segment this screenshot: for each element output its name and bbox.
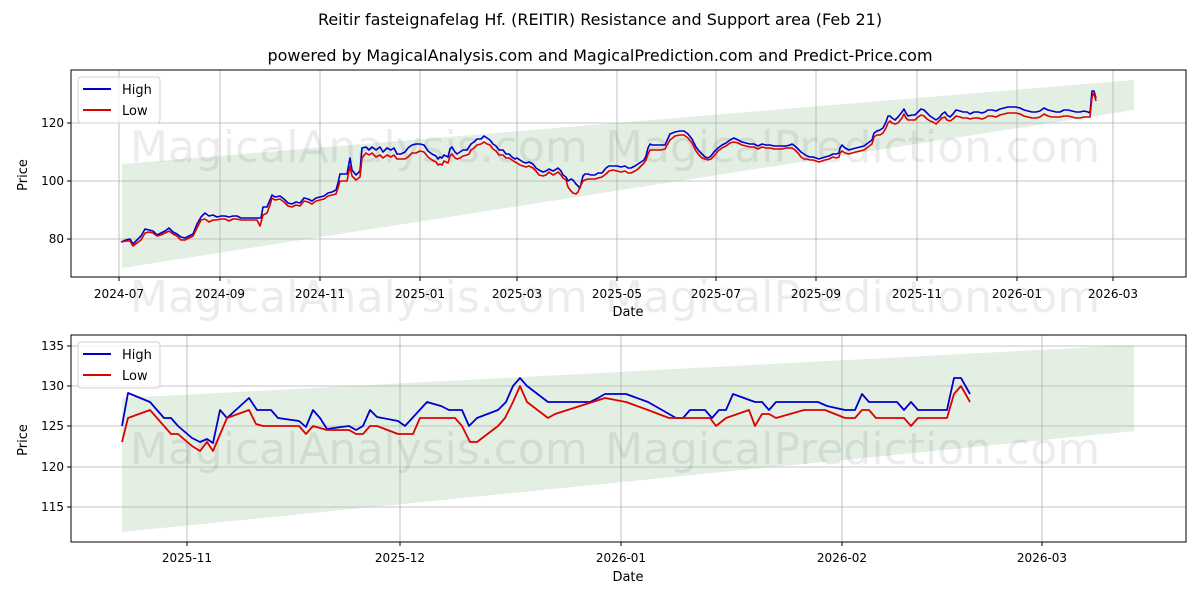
bottom-low-line [121,385,971,452]
watermark-analysis-2: MagicalAnalysis.com [130,272,588,323]
top-ytick-label: 120 [41,116,64,130]
legend-high-label: High [122,83,152,98]
top-xtick-label: 2025-11 [892,287,942,301]
top-xtick-label: 2024-09 [195,287,245,301]
bottom-xtick-label: 2025-11 [162,551,212,565]
chart-subtitle: powered by MagicalAnalysis.com and Magic… [267,46,933,65]
bottom-axes-frame [70,334,1187,543]
top-xtick-label: 2024-07 [94,287,144,301]
bottom-support-resistance-band [122,345,1134,532]
top-chart: MagicalAnalysis.com MagicalPrediction.co… [16,69,1187,323]
chart-title: Reitir fasteignafelag Hf. (REITIR) Resis… [317,10,883,29]
bottom-ytick-label: 135 [41,339,64,353]
top-low-line [120,92,1097,247]
bottom-grid [71,335,1186,542]
bottom-ytick-label: 125 [41,419,64,433]
bottom-ytick-label: 115 [41,500,64,514]
bottom-ytick-label: 120 [41,460,64,474]
top-xtick-label: 2025-01 [395,287,445,301]
top-xtick-label: 2026-03 [1088,287,1138,301]
legend-low-label: Low [122,369,148,384]
top-grid [71,70,1186,277]
watermark-prediction-3: MagicalPrediction.com [605,424,1100,475]
top-xtick-label: 2025-09 [791,287,841,301]
top-ytick-label: 80 [49,232,64,246]
top-xtick-label: 2025-05 [592,287,642,301]
bottom-tick-marks [67,345,1043,546]
bottom-chart: MagicalAnalysis.com MagicalPrediction.co… [16,334,1187,585]
bottom-legend: High Low [77,341,161,389]
top-high-line [120,90,1097,245]
top-xtick-label: 2025-07 [691,287,741,301]
bottom-xtick-label: 2025-12 [375,551,425,565]
bottom-ytick-label: 130 [41,379,64,393]
bottom-xtick-label: 2026-01 [596,551,646,565]
top-support-resistance-band [122,80,1134,268]
top-axes-frame [70,69,1187,278]
top-x-axis-label: Date [612,305,643,320]
top-tick-marks [67,122,1114,281]
bottom-y-axis-label: Price [16,424,31,456]
bottom-high-line [121,377,971,444]
watermark-prediction: MagicalPrediction.com [605,122,1100,173]
watermark-analysis: MagicalAnalysis.com [130,122,588,173]
watermark-analysis-3: MagicalAnalysis.com [130,424,588,475]
legend-high-label: High [122,348,152,363]
top-ytick-label: 100 [41,174,64,188]
bottom-x-axis-label: Date [612,570,643,585]
bottom-xtick-label: 2026-02 [817,551,867,565]
legend-low-label: Low [122,104,148,119]
top-xtick-label: 2024-11 [295,287,345,301]
top-xtick-label: 2025-03 [492,287,542,301]
top-y-axis-label: Price [16,159,31,191]
top-legend: High Low [77,76,161,124]
top-xtick-label: 2026-01 [992,287,1042,301]
bottom-xtick-label: 2026-03 [1017,551,1067,565]
